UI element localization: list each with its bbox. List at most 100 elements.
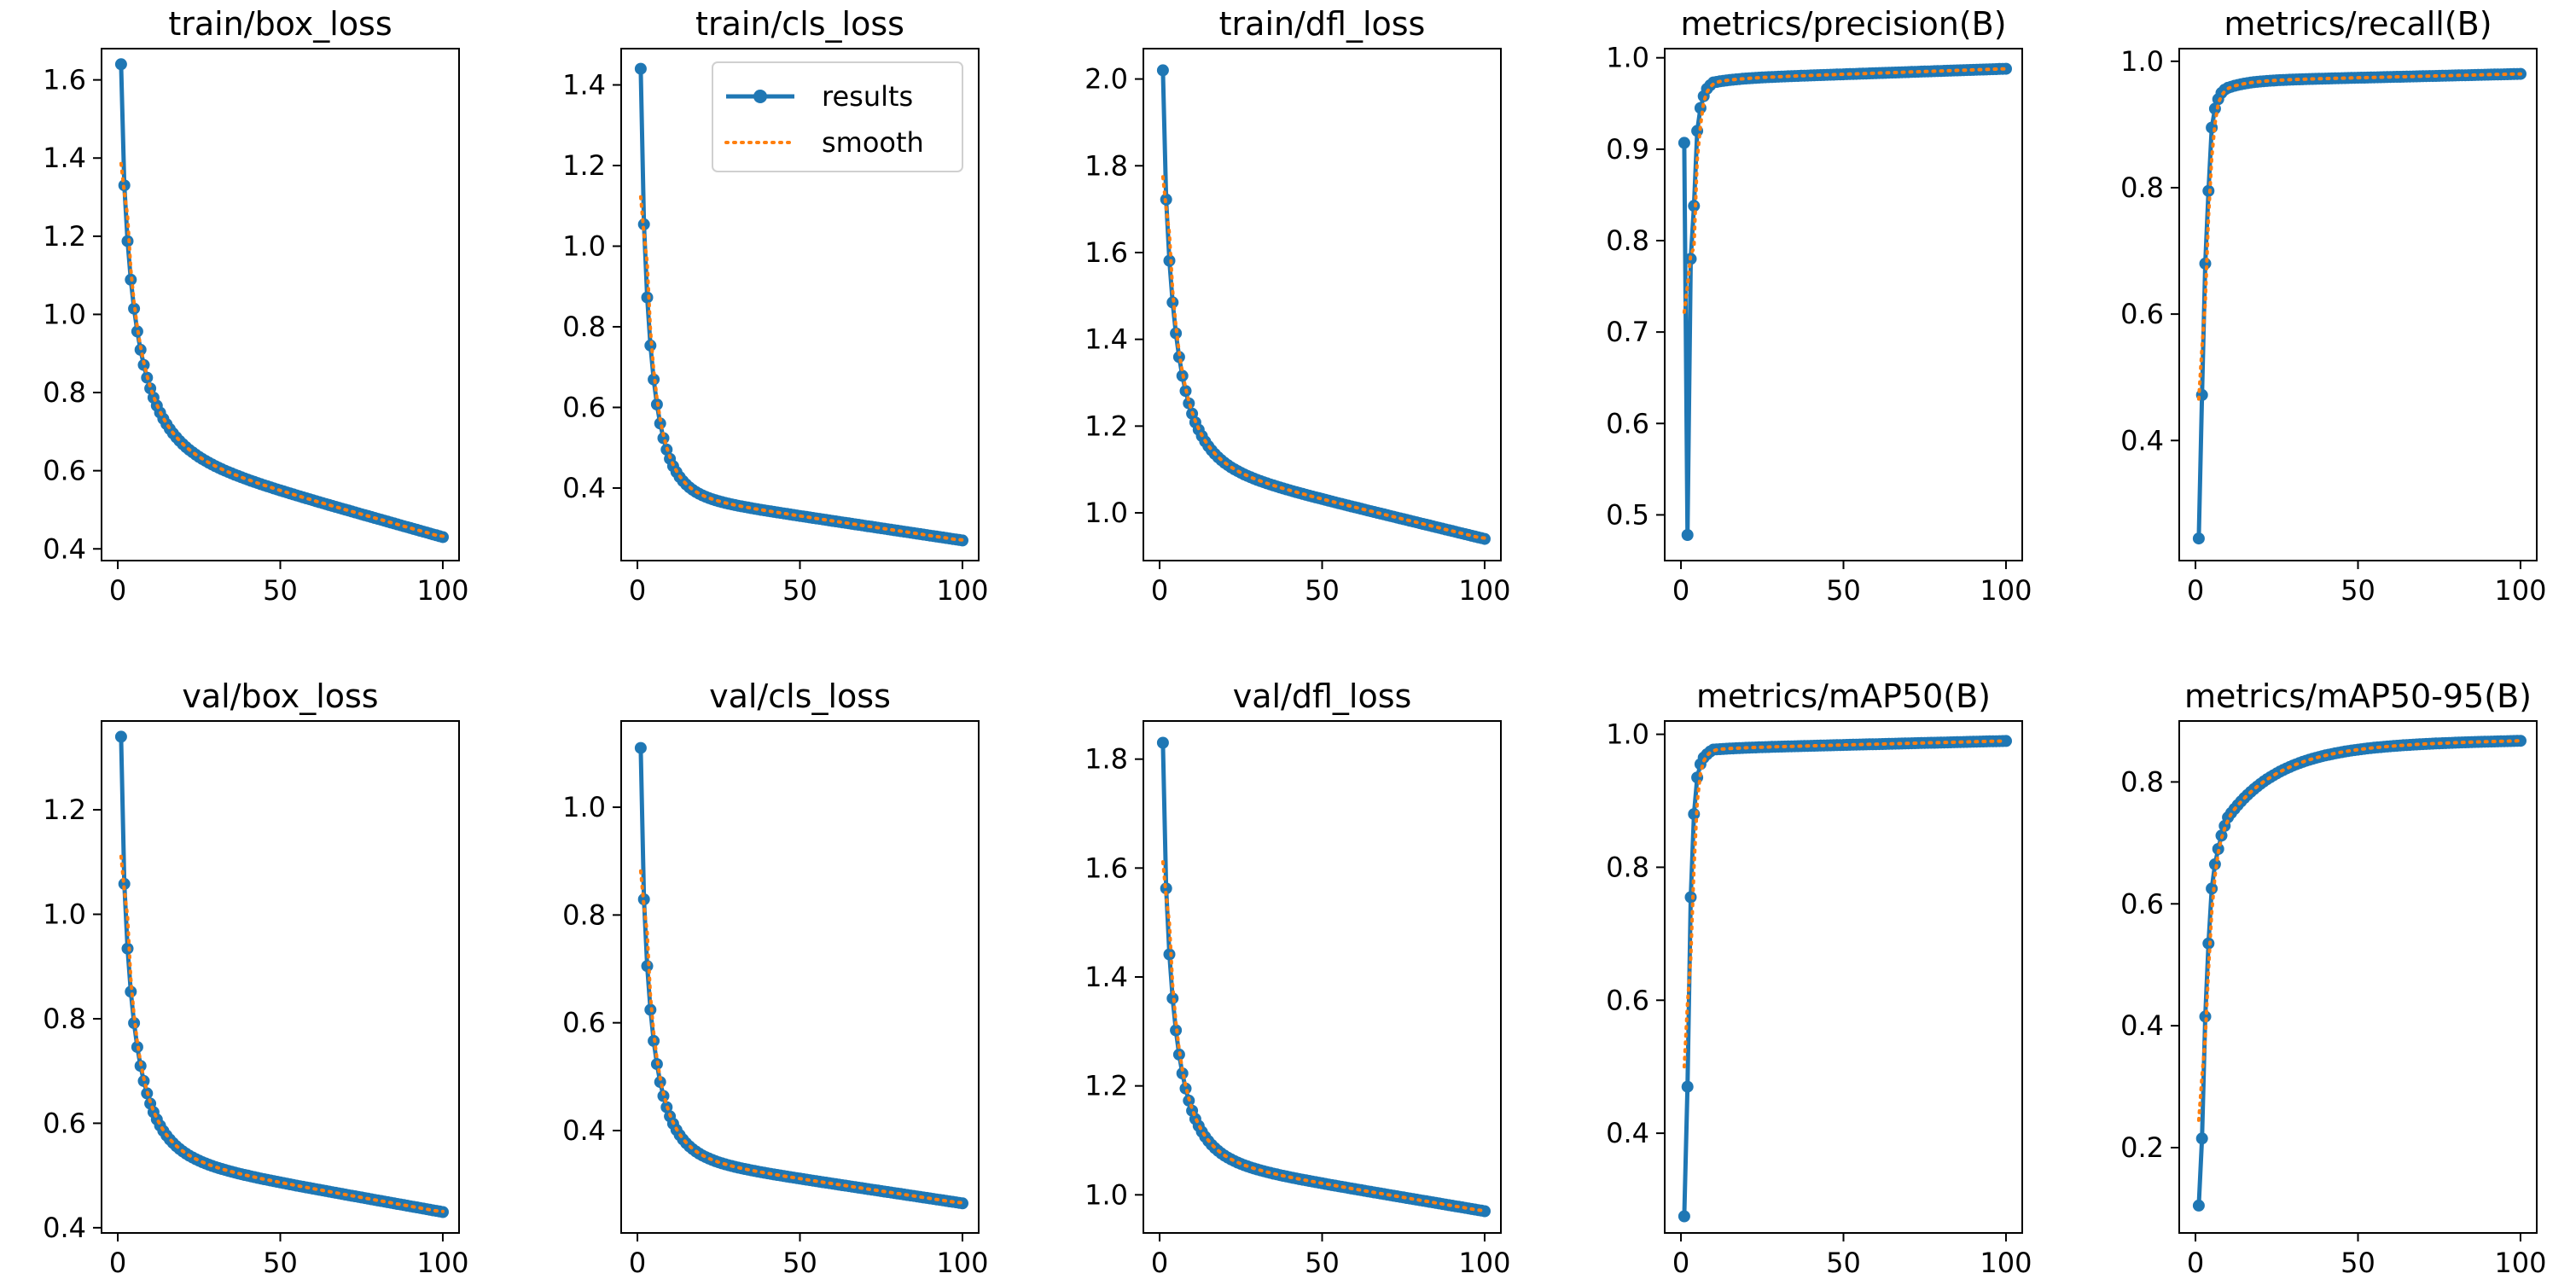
y-tick-label: 1.2 <box>43 220 86 253</box>
y-tick-label: 0.8 <box>1606 224 1649 257</box>
subplot-5: metrics/recall(B) 0 50 100 0.4 0.6 0.8 1.0 <box>2120 5 2546 607</box>
y-tick-label: 1.4 <box>1084 323 1128 356</box>
x-tick-label: 100 <box>2494 574 2546 607</box>
results-line <box>119 64 444 539</box>
y-tick-label: 1.6 <box>1084 852 1128 884</box>
x-tick-label: 100 <box>416 574 468 607</box>
results-point <box>637 893 650 905</box>
y-tick-label: 1.2 <box>1084 410 1128 442</box>
results-point <box>637 218 650 230</box>
y-tick-label: 1.2 <box>43 794 86 826</box>
results-point <box>1156 64 1169 77</box>
y-tick-label: 0.8 <box>43 376 86 409</box>
x-tick-label: 0 <box>2187 574 2204 607</box>
subplot-title: train/dfl_loss <box>1219 5 1426 43</box>
axes-frame <box>1664 48 2023 561</box>
x-tick-label: 0 <box>629 574 646 607</box>
x-tick-label: 50 <box>782 1247 817 1279</box>
smooth-line <box>1682 739 2008 1069</box>
results-line <box>2196 72 2521 539</box>
y-tick-label: 1.8 <box>1084 743 1128 776</box>
x-tick-label: 0 <box>109 574 126 607</box>
y-tick-label: 1.0 <box>2120 45 2164 78</box>
y-tick-label: 1.0 <box>1606 718 1649 751</box>
y-tick-label: 1.8 <box>1084 149 1128 182</box>
subplot-7: val/cls_loss 0 50 100 0.4 0.6 0.8 1.0 <box>562 677 988 1279</box>
results-point <box>634 62 647 75</box>
axes-frame <box>2178 48 2538 561</box>
legend-box <box>712 61 963 172</box>
y-tick-label: 0.6 <box>1606 984 1649 1016</box>
y-tick-label: 1.4 <box>562 69 606 102</box>
legend-smooth-label: smooth <box>822 126 924 159</box>
x-tick-label: 100 <box>1458 574 1510 607</box>
y-tick-label: 0.8 <box>562 311 606 343</box>
results-point <box>2206 882 2218 895</box>
results-line <box>1682 738 2007 1217</box>
results-point <box>2199 1010 2212 1023</box>
x-tick-label: 50 <box>1826 1247 1861 1279</box>
axes-frame <box>101 48 460 561</box>
y-tick-label: 0.2 <box>2120 1131 2164 1164</box>
subplot-2: train/cls_loss 0 50 100 0.4 0.6 0.8 1.0 1.2 1.4 re… <box>562 5 988 607</box>
y-tick-label: 0.9 <box>1606 133 1649 166</box>
results-point <box>641 960 654 973</box>
x-tick-label: 50 <box>2340 1247 2375 1279</box>
y-tick-label: 1.0 <box>1084 497 1128 529</box>
y-tick-label: 0.6 <box>2120 887 2164 920</box>
y-tick-label: 2.0 <box>1084 63 1128 96</box>
x-tick-label: 50 <box>1826 574 1861 607</box>
y-tick-label: 1.2 <box>1084 1070 1128 1102</box>
subplot-10: metrics/mAP50-95(B) 0 50 100 0.2 0.4 0.6 0.8 <box>2120 677 2546 1279</box>
subplot-title: val/cls_loss <box>709 677 891 715</box>
subplot-6: val/box_loss 0 50 100 0.4 0.6 0.8 1.0 1.2 <box>43 677 468 1279</box>
y-tick-label: 0.6 <box>562 391 606 423</box>
results-point <box>957 1197 968 1210</box>
x-tick-label: 100 <box>936 574 988 607</box>
results-point <box>114 730 127 743</box>
subplot-4: metrics/precision(B) 0 50 100 0.5 0.6 0.7 0.8 0.… <box>1606 5 2032 607</box>
smooth-line <box>1682 67 2008 314</box>
x-tick-label: 100 <box>1980 574 2032 607</box>
results-point <box>1678 1210 1690 1223</box>
axes-frame <box>1143 48 1502 561</box>
subplot-title: metrics/precision(B) <box>1680 5 2006 43</box>
y-tick-label: 0.8 <box>2120 172 2164 204</box>
x-tick-label: 100 <box>416 1247 468 1279</box>
axes-frame <box>620 720 980 1234</box>
smooth-line <box>1160 860 1486 1212</box>
results-point <box>1681 1080 1694 1093</box>
y-tick-label: 1.6 <box>43 64 86 96</box>
results-point <box>2000 735 2012 747</box>
subplot-3: train/dfl_loss 0 50 100 1.0 1.2 1.4 1.6 1.8 2.0 <box>1084 5 1510 607</box>
results-point <box>114 58 127 71</box>
results-point <box>2195 1132 2208 1145</box>
results-line <box>638 747 963 1206</box>
y-tick-label: 0.8 <box>43 1003 86 1035</box>
results-point <box>1170 327 1183 340</box>
y-tick-label: 1.6 <box>1084 236 1128 269</box>
y-tick-label: 0.4 <box>2120 424 2164 456</box>
results-point <box>1678 137 1690 149</box>
subplot-title: val/box_loss <box>182 677 378 715</box>
legend-results-label: results <box>822 80 913 113</box>
results-line <box>1160 70 1486 542</box>
y-tick-label: 0.4 <box>43 532 86 565</box>
y-tick-label: 0.8 <box>2120 765 2164 798</box>
y-tick-label: 1.4 <box>43 142 86 174</box>
results-point <box>634 741 647 754</box>
results-point <box>1684 891 1697 904</box>
results-line <box>2196 738 2521 1207</box>
x-tick-label: 0 <box>1672 574 1689 607</box>
x-tick-label: 50 <box>263 1247 298 1279</box>
x-tick-label: 50 <box>2340 574 2375 607</box>
y-tick-label: 1.0 <box>43 298 86 330</box>
results-point <box>1166 296 1179 309</box>
subplot-9: metrics/mAP50(B) 0 50 100 0.4 0.6 0.8 1.0 <box>1606 677 2032 1279</box>
y-tick-label: 0.6 <box>43 455 86 487</box>
smooth-line <box>2196 72 2522 401</box>
y-tick-label: 0.7 <box>1606 316 1649 348</box>
smooth-line <box>119 854 445 1213</box>
results-point <box>2000 62 2012 75</box>
